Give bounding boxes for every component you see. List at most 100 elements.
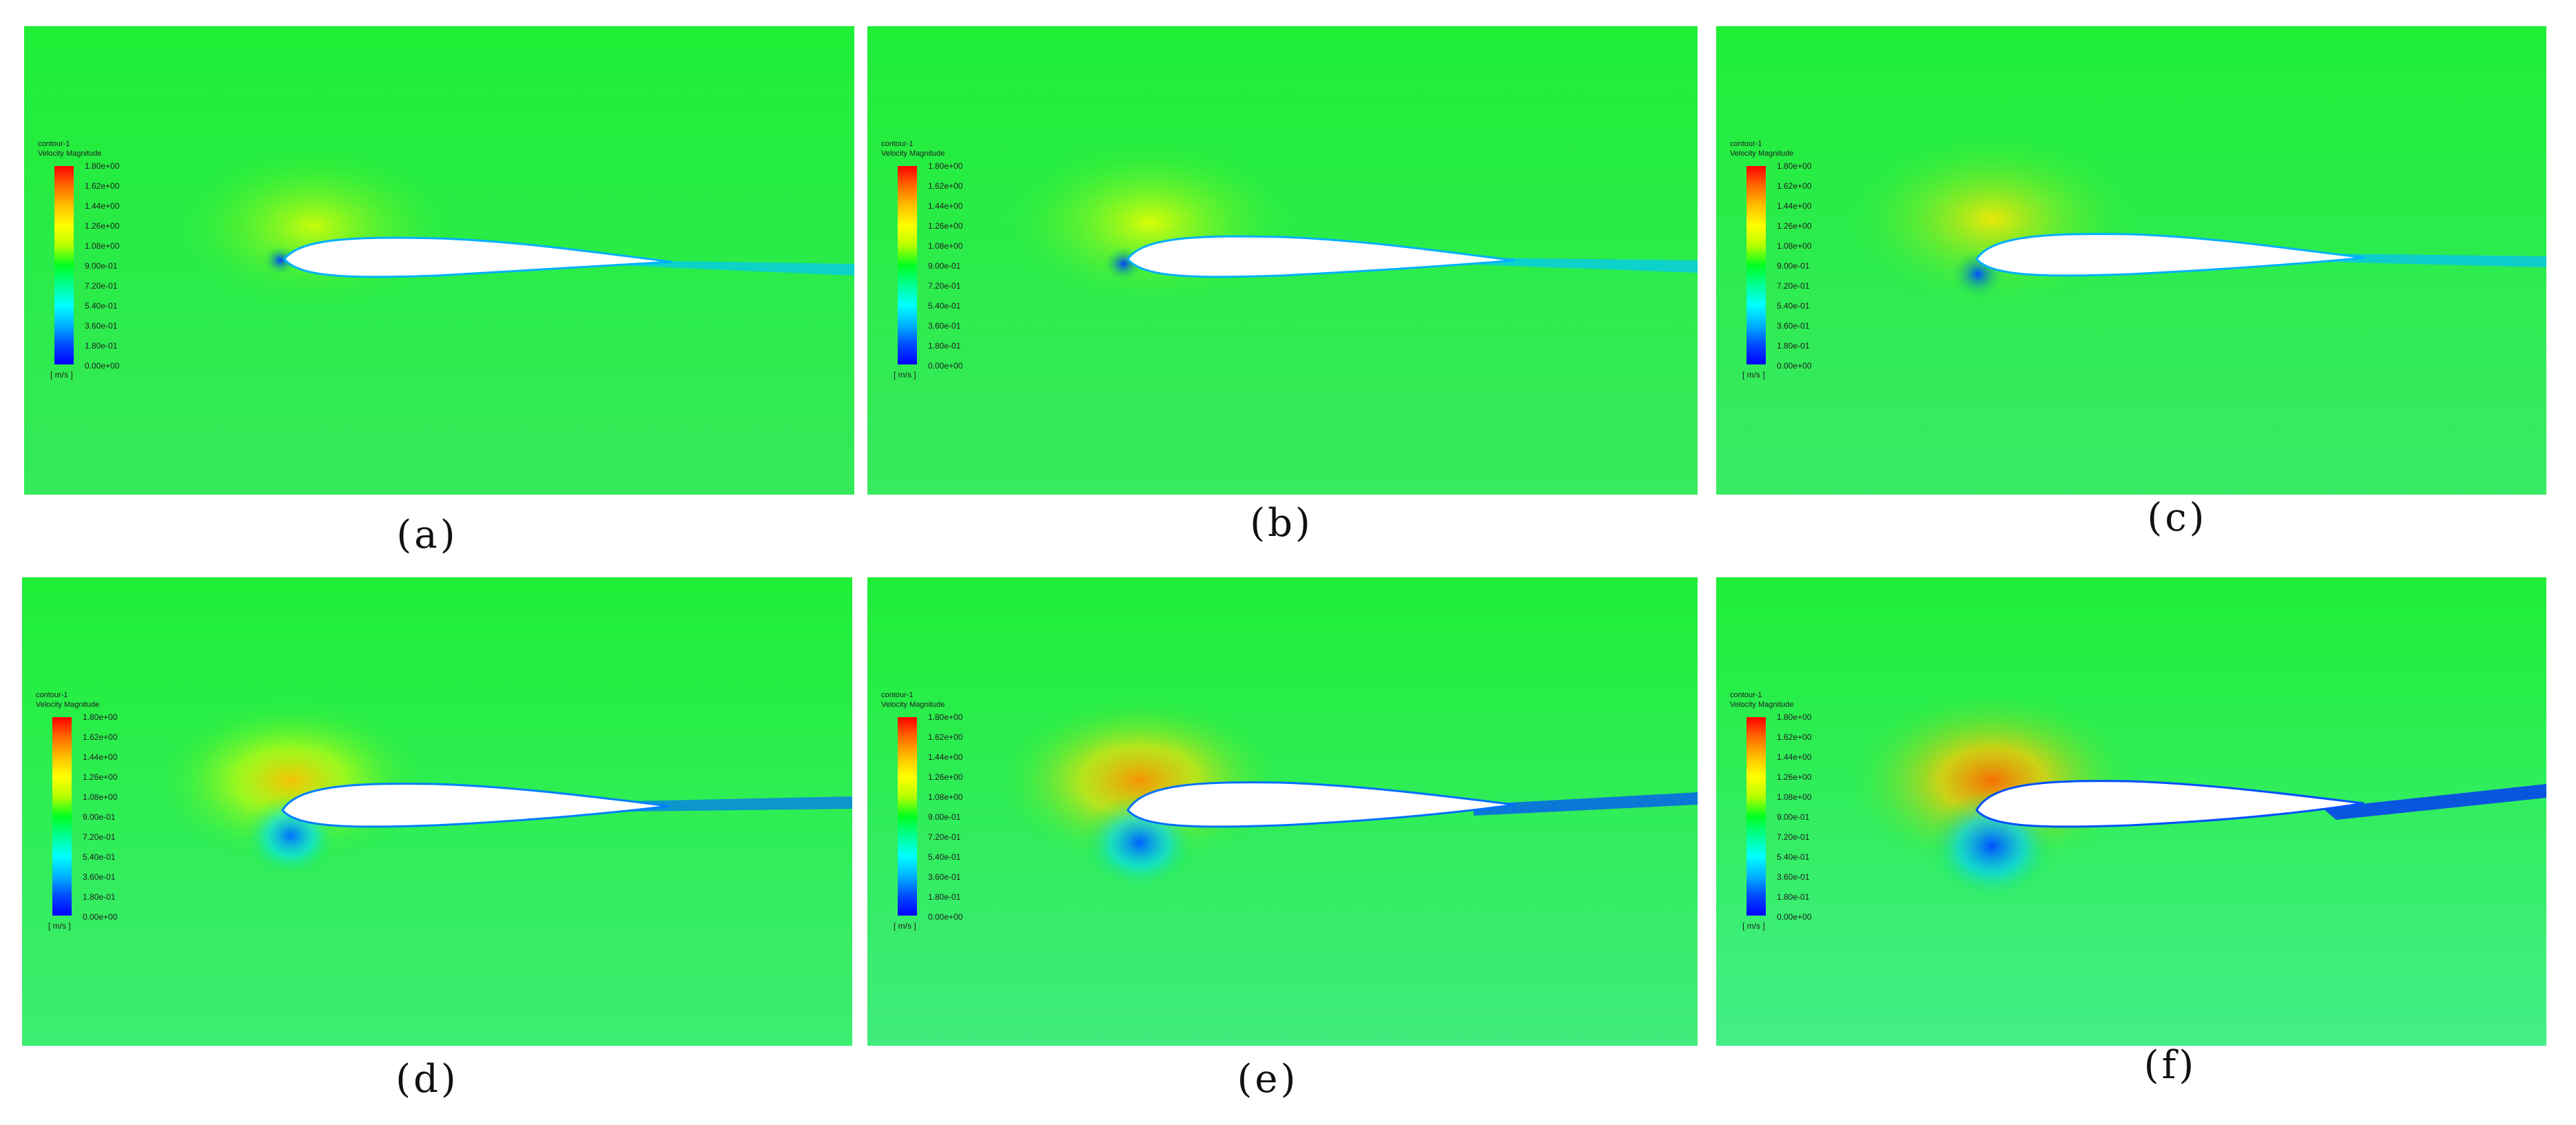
legend-tick: 1.80e-01 <box>83 892 116 902</box>
legend-title: contour-1 <box>1730 691 1762 699</box>
legend-tick: 1.44e+00 <box>928 201 963 211</box>
legend-tick: 1.44e+00 <box>85 201 120 211</box>
velocity-field-d <box>22 577 852 1046</box>
legend-tick: 0.00e+00 <box>1777 912 1812 922</box>
legend-title: contour-1 <box>36 691 68 699</box>
legend-variable: Velocity Magnitude <box>38 149 102 158</box>
legend-tick: 1.80e-01 <box>1777 892 1810 902</box>
legend-color-bar <box>54 166 74 364</box>
panel-caption-e: (e) <box>1237 1057 1299 1102</box>
legend-variable: Velocity Magnitude <box>1730 701 1794 709</box>
legend-tick: 1.62e+00 <box>1777 732 1812 742</box>
panel-caption-c: (c) <box>2147 495 2207 540</box>
legend-tick: 0.00e+00 <box>83 912 118 922</box>
legend-tick: 1.44e+00 <box>1777 752 1812 762</box>
legend-tick: 9.00e-01 <box>1777 812 1810 822</box>
legend-color-bar <box>1746 717 1766 916</box>
legend-tick: 9.00e-01 <box>928 261 961 271</box>
legend-tick: 0.00e+00 <box>928 361 963 371</box>
legend-tick: 1.08e+00 <box>83 792 118 802</box>
legend-tick: 1.80e-01 <box>85 341 118 351</box>
legend-tick: 1.80e+00 <box>83 712 118 722</box>
contour-panel-c: contour-1 Velocity Magnitude 1.80e+00 1.… <box>1716 26 2546 495</box>
legend-tick: 1.26e+00 <box>1777 221 1812 231</box>
legend-tick: 1.08e+00 <box>928 241 963 251</box>
legend-tick: 1.62e+00 <box>928 181 963 191</box>
legend-variable: Velocity Magnitude <box>1730 149 1794 158</box>
legend-tick: 1.08e+00 <box>1777 792 1812 802</box>
velocity-field-f <box>1716 577 2546 1046</box>
legend-color-bar <box>52 717 72 916</box>
legend-title: contour-1 <box>38 140 70 148</box>
velocity-field-e <box>867 577 1698 1046</box>
legend-tick: 0.00e+00 <box>1777 361 1812 371</box>
color-legend: contour-1 Velocity Magnitude 1.80e+00 1.… <box>36 691 174 939</box>
panel-caption-d: (d) <box>395 1057 459 1102</box>
legend-tick: 1.26e+00 <box>928 221 963 231</box>
legend-tick: 5.40e-01 <box>1777 852 1810 862</box>
legend-tick: 5.40e-01 <box>928 301 961 311</box>
color-legend: contour-1 Velocity Magnitude 1.80e+00 1.… <box>881 691 1019 939</box>
legend-tick: 1.62e+00 <box>928 732 963 742</box>
contour-panel-a: contour-1 Velocity Magnitude 1.80e+00 1.… <box>24 26 854 495</box>
legend-tick: 9.00e-01 <box>928 812 961 822</box>
legend-tick: 1.80e+00 <box>928 712 963 722</box>
legend-tick: 1.80e-01 <box>1777 341 1810 351</box>
legend-tick: 5.40e-01 <box>83 852 116 862</box>
legend-tick: 1.26e+00 <box>83 772 118 782</box>
velocity-field-c <box>1716 26 2546 495</box>
legend-color-bar <box>898 717 917 916</box>
legend-tick: 1.80e-01 <box>928 892 961 902</box>
panel-caption-f: (f) <box>2143 1043 2197 1088</box>
legend-tick: 9.00e-01 <box>1777 261 1810 271</box>
legend-tick: 1.08e+00 <box>1777 241 1812 251</box>
legend-unit: [ m/s ] <box>48 921 71 931</box>
legend-tick: 7.20e-01 <box>1777 832 1810 842</box>
legend-variable: Velocity Magnitude <box>881 149 945 158</box>
contour-panel-e: contour-1 Velocity Magnitude 1.80e+00 1.… <box>867 577 1698 1046</box>
legend-tick: 3.60e-01 <box>1777 872 1810 882</box>
legend-tick: 1.08e+00 <box>85 241 120 251</box>
legend-tick: 1.62e+00 <box>1777 181 1812 191</box>
legend-tick: 7.20e-01 <box>928 832 961 842</box>
color-legend: contour-1 Velocity Magnitude 1.80e+00 1.… <box>1730 691 1868 939</box>
legend-tick: 3.60e-01 <box>928 872 961 882</box>
legend-tick: 7.20e-01 <box>85 281 118 291</box>
panel-caption-b: (b) <box>1250 501 1313 546</box>
legend-tick: 5.40e-01 <box>85 301 118 311</box>
legend-tick: 1.44e+00 <box>1777 201 1812 211</box>
legend-tick: 0.00e+00 <box>85 361 120 371</box>
velocity-field-b <box>867 26 1698 495</box>
legend-title: contour-1 <box>1730 140 1762 148</box>
legend-tick: 0.00e+00 <box>928 912 963 922</box>
legend-tick: 1.44e+00 <box>83 752 118 762</box>
panel-caption-a: (a) <box>396 513 458 557</box>
legend-tick: 3.60e-01 <box>928 321 961 331</box>
legend-unit: [ m/s ] <box>50 370 73 380</box>
color-legend: contour-1 Velocity Magnitude 1.80e+00 1.… <box>38 140 176 388</box>
legend-unit: [ m/s ] <box>894 370 916 380</box>
legend-tick: 9.00e-01 <box>83 812 116 822</box>
color-legend: contour-1 Velocity Magnitude 1.80e+00 1.… <box>881 140 1019 388</box>
legend-color-bar <box>1746 166 1766 364</box>
contour-panel-b: contour-1 Velocity Magnitude 1.80e+00 1.… <box>867 26 1698 495</box>
legend-tick: 7.20e-01 <box>928 281 961 291</box>
legend-tick: 3.60e-01 <box>1777 321 1810 331</box>
legend-tick: 3.60e-01 <box>85 321 118 331</box>
legend-tick: 9.00e-01 <box>85 261 118 271</box>
legend-tick: 7.20e-01 <box>83 832 116 842</box>
legend-tick: 1.26e+00 <box>928 772 963 782</box>
legend-unit: [ m/s ] <box>1742 370 1765 380</box>
legend-title: contour-1 <box>881 140 914 148</box>
contour-panel-f: contour-1 Velocity Magnitude 1.80e+00 1.… <box>1716 577 2546 1046</box>
legend-color-bar <box>898 166 917 364</box>
legend-variable: Velocity Magnitude <box>881 701 945 709</box>
legend-tick: 1.62e+00 <box>85 181 120 191</box>
legend-tick: 1.44e+00 <box>928 752 963 762</box>
legend-unit: [ m/s ] <box>894 921 916 931</box>
velocity-field-a <box>24 26 854 495</box>
legend-tick: 1.80e+00 <box>1777 712 1812 722</box>
legend-title: contour-1 <box>881 691 914 699</box>
contour-panel-d: contour-1 Velocity Magnitude 1.80e+00 1.… <box>22 577 852 1046</box>
legend-tick: 1.26e+00 <box>1777 772 1812 782</box>
